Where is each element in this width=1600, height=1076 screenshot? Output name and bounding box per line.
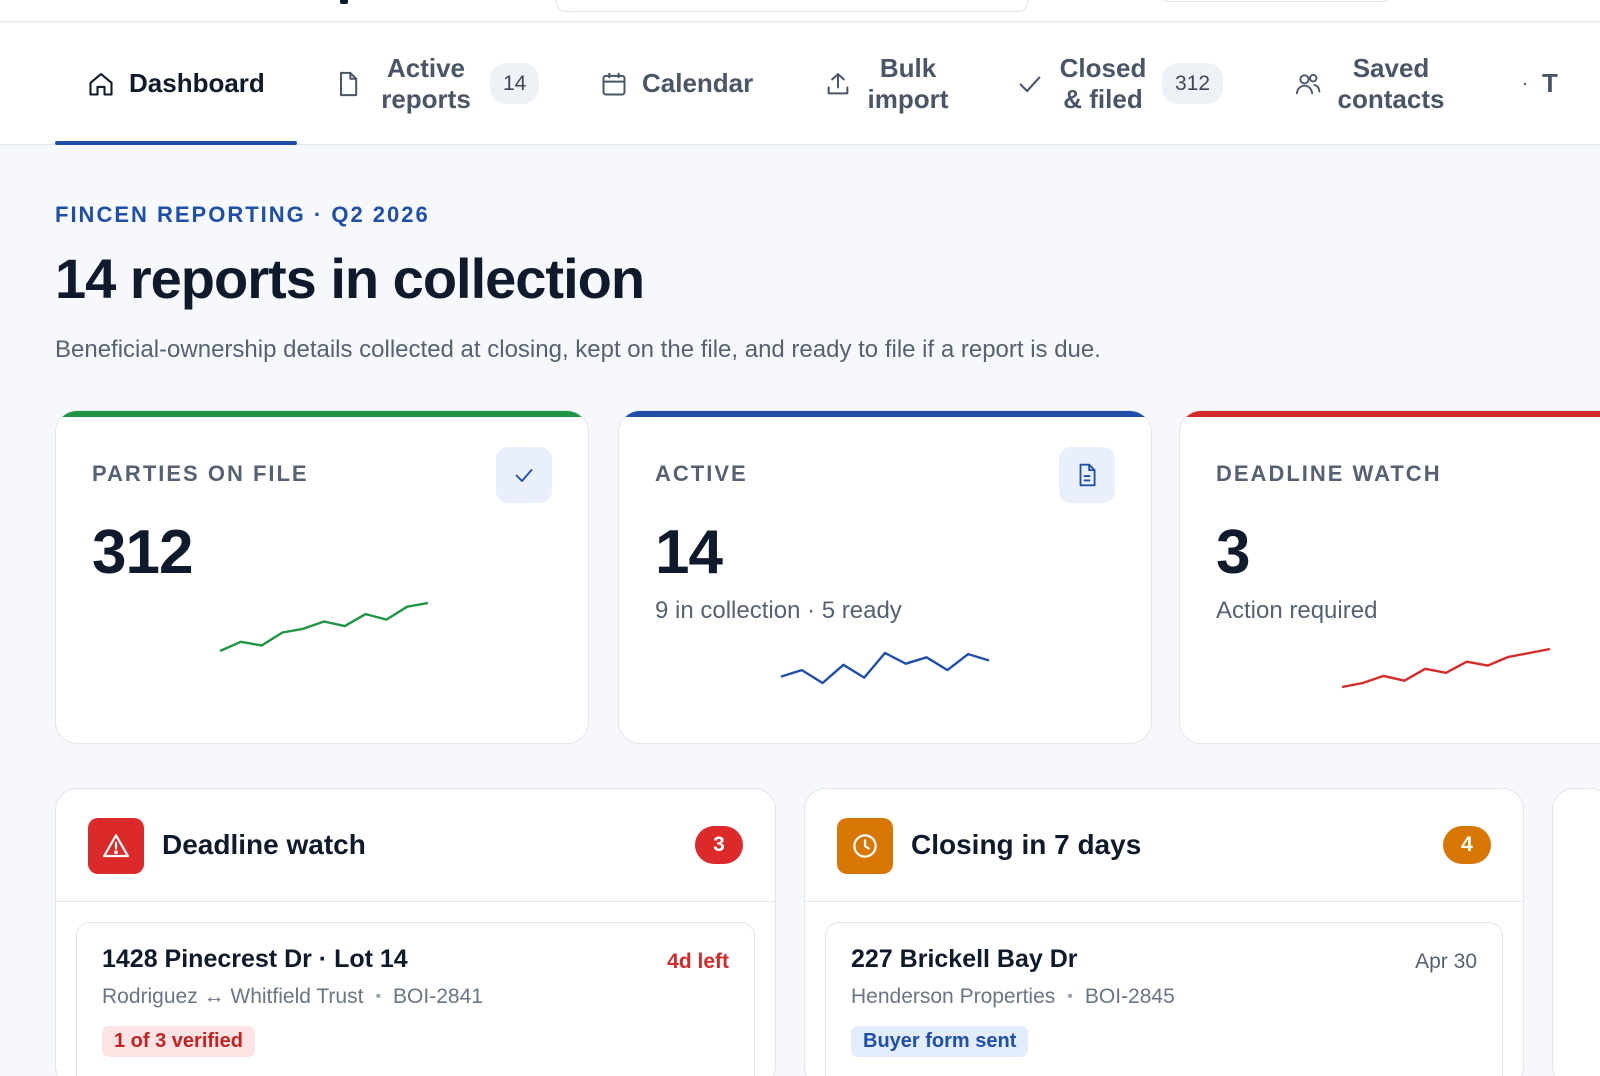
tab-label: Saved contacts (1337, 52, 1445, 114)
accent-bar (56, 411, 588, 417)
sparkline (1341, 647, 1551, 689)
sparkline (780, 651, 990, 685)
accent-bar (1180, 411, 1600, 417)
item-party: Henderson Properties (851, 985, 1056, 1008)
tab-count-badge: 312 (1162, 63, 1224, 104)
home-icon (87, 70, 115, 98)
panel-count-badge: 4 (1443, 826, 1491, 864)
stat-label: ACTIVE (655, 461, 748, 486)
page-title: 14 reports in collection (55, 247, 645, 310)
panel-title: Closing in 7 days (911, 829, 1142, 860)
users-icon (1294, 70, 1322, 98)
report-item[interactable]: 227 Brickell Bay Dr Apr 30 Henderson Pro… (825, 922, 1503, 1076)
warning-icon (88, 818, 144, 874)
panel-count-badge: 3 (695, 826, 743, 864)
item-ref: BOI-2841 (393, 985, 483, 1008)
item-due: Apr 30 (1415, 950, 1477, 973)
status-badge: Buyer form sent (851, 1026, 1029, 1057)
item-ref: BOI-2845 (1084, 985, 1175, 1008)
calendar-icon (600, 70, 628, 98)
stat-note: Action required (1216, 597, 1378, 624)
stat-card-active: ACTIVE 14 9 in collection · 5 ready (618, 410, 1152, 744)
tab-active-reports[interactable]: Active reports 14 (334, 23, 540, 144)
page-subtitle: Beneficial-ownership details collected a… (55, 336, 1101, 363)
sparkline-path (780, 651, 990, 685)
report-item[interactable]: 1428 Pinecrest Dr · Lot 14 4d left Rodri… (76, 922, 755, 1076)
item-address: 1428 Pinecrest Dr · Lot 14 (102, 945, 408, 973)
panel-header: Closing in 7 days 4 (805, 789, 1523, 902)
accent-bar (619, 411, 1151, 417)
item-meta: Rodriguez ↔ Whitfield Trust • BOI-2841 (102, 985, 483, 1009)
stat-value: 3 (1216, 518, 1250, 587)
tab-bar: Dashboard Active reports 14 Calendar Bul… (0, 23, 1600, 145)
panel-title: Deadline watch (162, 829, 366, 860)
tab-dashboard[interactable]: Dashboard (55, 23, 297, 145)
stat-value: 312 (92, 518, 193, 587)
item-party: Rodriguez ↔ Whitfield Trust (102, 985, 364, 1008)
check-icon (496, 447, 552, 503)
tab-overflow[interactable]: T (1522, 23, 1558, 144)
tab-label: Closed & filed (1059, 52, 1147, 114)
stat-note: 9 in collection · 5 ready (655, 597, 902, 624)
stat-card-deadline: DEADLINE WATCH 3 Action required (1179, 410, 1600, 744)
sparkline-path (1341, 647, 1551, 689)
tab-label: Active reports (381, 52, 471, 114)
panel-offscreen (1552, 788, 1600, 1076)
panel-header: Deadline watch 3 (56, 789, 775, 902)
item-address: 227 Brickell Bay Dr (851, 945, 1078, 973)
sparkline-path (219, 601, 429, 653)
page-eyebrow: FINCEN REPORTING · Q2 2026 (55, 202, 430, 227)
document-icon (334, 70, 362, 98)
tab-label: Dashboard (129, 68, 265, 98)
stat-card-parties: PARTIES ON FILE 312 (55, 410, 589, 744)
item-due: 4d left (667, 950, 729, 973)
tab-closed-filed[interactable]: Closed & filed 312 (1016, 23, 1224, 144)
sparkline (219, 601, 429, 653)
check-icon (1016, 70, 1044, 98)
tab-label: T (1542, 68, 1558, 98)
stat-label: PARTIES ON FILE (92, 461, 309, 486)
item-meta: Henderson Properties • BOI-2845 (851, 985, 1175, 1009)
tab-saved-contacts[interactable]: Saved contacts (1294, 23, 1446, 144)
separator-dot: • (1067, 988, 1073, 1005)
panel-closing-soon: Closing in 7 days 4 227 Brickell Bay Dr … (804, 788, 1524, 1076)
status-badge: 1 of 3 verified (102, 1026, 255, 1057)
app-title-fragment (340, 0, 348, 4)
tab-count-badge: 14 (490, 63, 540, 104)
header-control[interactable] (1160, 0, 1390, 2)
tab-label: Calendar (642, 68, 754, 98)
panel-deadline-watch: Deadline watch 3 1428 Pinecrest Dr · Lot… (55, 788, 776, 1076)
document-icon (1059, 447, 1115, 503)
tab-label: Bulk import (867, 52, 949, 114)
stat-label: DEADLINE WATCH (1216, 461, 1442, 486)
upload-icon (824, 70, 852, 98)
separator-dot: • (375, 988, 382, 1005)
tab-calendar[interactable]: Calendar (600, 23, 753, 144)
search-input[interactable] (556, 0, 1028, 12)
stat-value: 14 (655, 518, 723, 587)
dot-icon (1522, 70, 1528, 98)
top-bar (0, 0, 1600, 22)
clock-icon (837, 818, 893, 874)
tab-bulk-import[interactable]: Bulk import (824, 23, 950, 144)
